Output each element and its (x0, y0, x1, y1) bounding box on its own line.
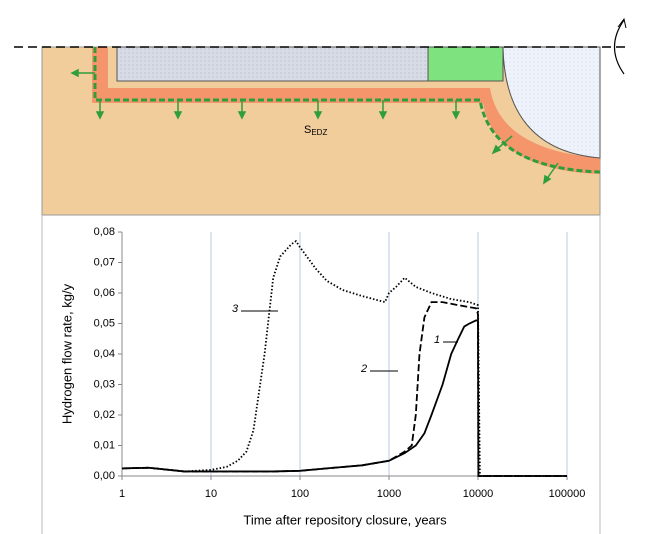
x-tick-label: 1 (119, 488, 125, 500)
series-label: 3 (232, 303, 239, 315)
x-tick-label: 10 (205, 488, 217, 500)
series-label: 1 (434, 334, 440, 346)
x-tick-label: 100 (291, 488, 309, 500)
edz-subscript: EDZ (311, 128, 327, 137)
x-tick-label: 1000 (377, 488, 401, 500)
plot: 1 10 100 1000 10000 100000 0,00 0,01 0,02 0,03 0,0… (94, 226, 586, 500)
y-tick-label: 0,00 (94, 470, 115, 482)
series-line (121, 239, 567, 477)
x-tick-label: 10000 (463, 488, 494, 500)
x-tick-label: 100000 (549, 488, 586, 500)
rotation-icon (613, 19, 625, 75)
x-axis-label: Time after repository closure, years (243, 512, 447, 527)
plug (427, 46, 504, 82)
y-tick-label: 0,01 (94, 439, 115, 451)
rotation-arrow (617, 17, 627, 29)
series-line (121, 301, 567, 477)
edz-label: SEDZ (304, 124, 327, 137)
cavern (502, 46, 601, 159)
y-axis-label: Hydrogen flow rate, kg/y (59, 283, 74, 424)
y-tick-label: 0,05 (94, 317, 115, 329)
flow-boundary (93, 47, 601, 174)
series-line (121, 319, 567, 477)
backfill (116, 46, 429, 82)
series-label: 2 (360, 363, 367, 375)
y-tick-label: 0,07 (94, 256, 115, 268)
y-tick-label: 0,03 (94, 378, 115, 390)
y-tick-label: 0,08 (94, 226, 115, 238)
flow-arrows (70, 68, 559, 185)
y-tick-label: 0,06 (94, 287, 115, 299)
y-tick-label: 0,04 (94, 348, 115, 360)
y-tick-label: 0,02 (94, 409, 115, 421)
edz-symbol: S (304, 124, 311, 136)
diagram: SEDZ (14, 17, 628, 216)
